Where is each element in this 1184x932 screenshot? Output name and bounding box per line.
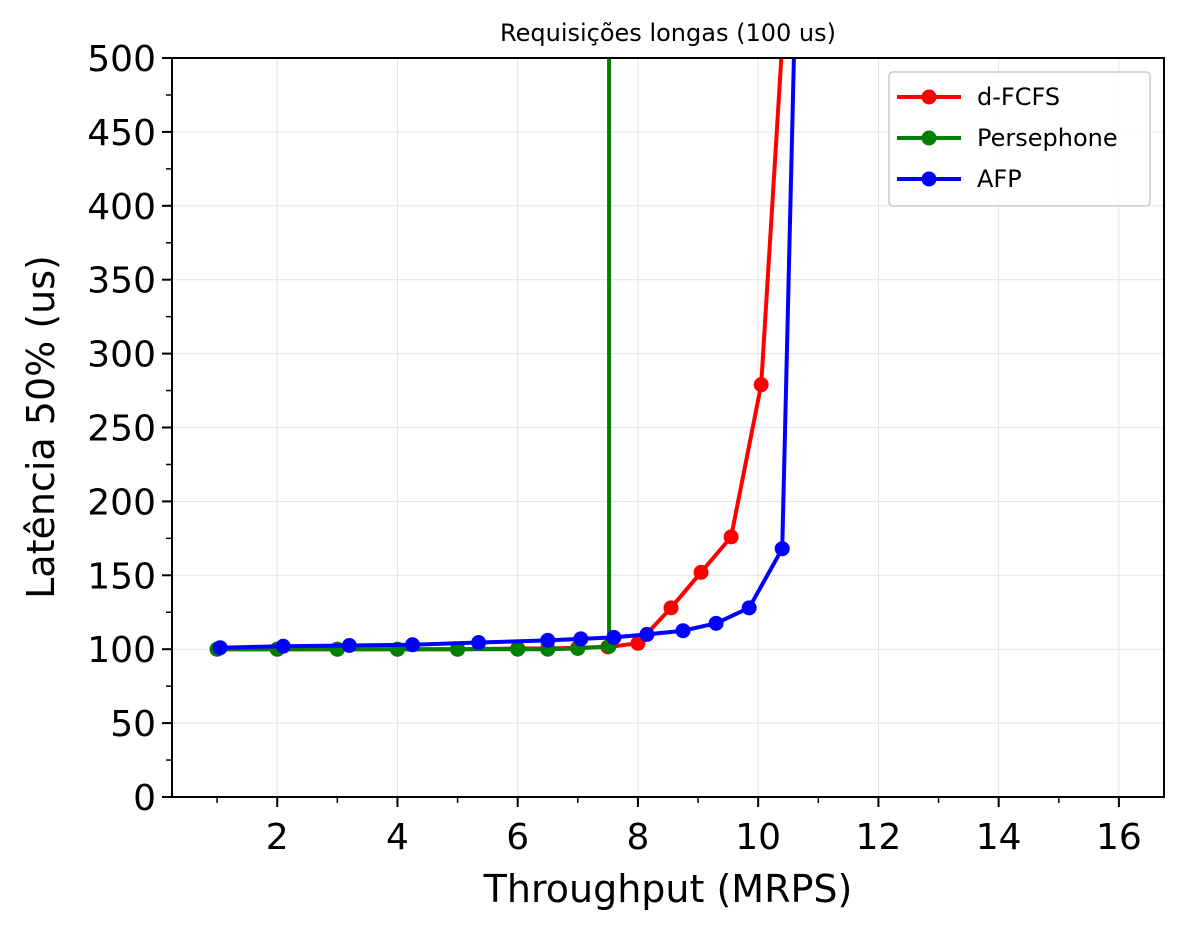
legend-swatch-marker xyxy=(921,130,937,146)
data-point-afp xyxy=(708,615,724,631)
x-tick-label: 16 xyxy=(1096,817,1142,858)
series-line-persephone xyxy=(217,58,612,652)
series-group xyxy=(209,58,796,657)
y-tick-label: 500 xyxy=(87,39,156,80)
y-tick-label: 0 xyxy=(133,778,156,819)
y-axis-label: Latência 50% (us) xyxy=(19,255,63,599)
data-point-persephone xyxy=(450,641,466,657)
data-point-afp xyxy=(573,631,589,647)
legend: d-FCFS Persephone AFP xyxy=(888,71,1151,207)
x-axis-label: Throughput (MRPS) xyxy=(483,867,853,911)
y-tick-label: 200 xyxy=(87,482,156,523)
y-tick-label: 100 xyxy=(87,630,156,671)
data-point-afp xyxy=(741,600,757,616)
legend-swatch-marker xyxy=(921,89,937,105)
x-tick-label: 10 xyxy=(735,817,781,858)
y-tick-label: 50 xyxy=(110,704,156,745)
y-tick-label: 300 xyxy=(87,335,156,376)
y-tick-label: 350 xyxy=(87,261,156,302)
legend-label: d-FCFS xyxy=(977,83,1060,111)
data-point-afp xyxy=(212,640,228,656)
y-tick-label: 450 xyxy=(87,113,156,154)
y-tick-label: 250 xyxy=(87,409,156,450)
data-point-d-fcfs xyxy=(723,529,739,545)
data-point-afp xyxy=(606,629,622,645)
x-tick-label: 8 xyxy=(626,817,649,858)
y-tick-label: 400 xyxy=(87,187,156,228)
x-tick-label: 4 xyxy=(386,817,409,858)
chart-title: Requisições longas (100 us) xyxy=(500,19,836,47)
data-point-d-fcfs xyxy=(663,600,679,616)
data-point-afp xyxy=(404,637,420,653)
data-point-afp xyxy=(341,638,357,654)
legend-label: Persephone xyxy=(977,124,1118,152)
data-point-afp xyxy=(774,541,790,557)
data-point-afp xyxy=(675,623,691,639)
x-tick-label: 6 xyxy=(506,817,529,858)
data-point-afp xyxy=(275,638,291,654)
y-tick-label: 150 xyxy=(87,556,156,597)
data-point-persephone xyxy=(510,641,526,657)
data-point-afp xyxy=(639,626,655,642)
legend-label: AFP xyxy=(977,165,1022,193)
data-point-d-fcfs xyxy=(693,564,709,580)
data-point-afp xyxy=(471,635,487,651)
data-point-d-fcfs xyxy=(753,377,769,393)
data-point-afp xyxy=(540,632,556,648)
x-tick-label: 2 xyxy=(266,817,289,858)
legend-swatch-marker xyxy=(921,171,937,187)
x-tick-label: 12 xyxy=(856,817,902,858)
legend-box xyxy=(888,71,1151,207)
axis-ticks: 2 4 6 8 10 12 14 16 0 50 100 150 200 250 300 350 400 450 5… xyxy=(87,39,1142,858)
x-tick-label: 14 xyxy=(976,817,1022,858)
